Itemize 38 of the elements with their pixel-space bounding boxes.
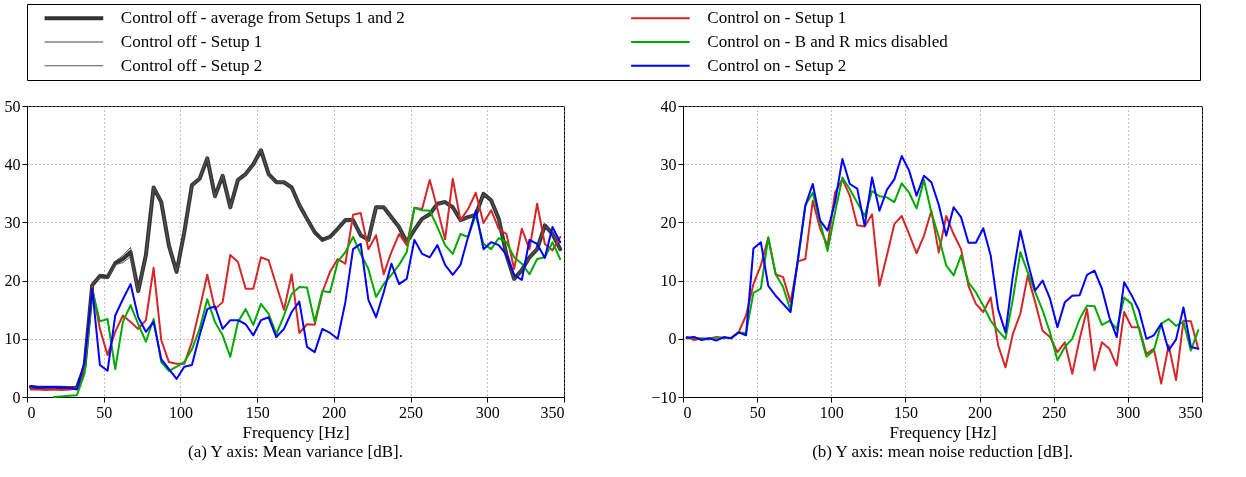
x-axis-title: Frequency [Hz] <box>889 422 997 442</box>
x-axis-title: Frequency [Hz] <box>242 422 350 442</box>
x-tick-label: 150 <box>893 403 918 421</box>
text: (a) Y axis: Mean variance [dB]. <box>188 442 403 461</box>
x-tick-label: 300 <box>475 403 500 421</box>
y-tick-label: 50 <box>4 97 21 115</box>
legend-label: Control on - Setup 2 <box>707 55 847 75</box>
legend-label: Control off - Setup 1 <box>120 32 263 51</box>
x-tick-label: 200 <box>322 403 347 421</box>
y-tick-label: 0 <box>12 388 21 406</box>
x-tick-label: 200 <box>968 403 993 421</box>
y-tick-label: 30 <box>4 213 21 231</box>
legend-label: Control off - average from Setups 1 and 2 <box>120 8 405 28</box>
x-tick-label: 100 <box>168 403 193 421</box>
y-tick-label: 20 <box>4 272 21 290</box>
text: (b) Y axis: mean noise reduction [dB]. <box>812 442 1073 461</box>
legend-label: Control on - Setup 1 <box>707 8 847 28</box>
x-tick-label: 300 <box>1116 403 1141 421</box>
x-tick-label: 250 <box>1042 403 1067 421</box>
y-tick-label: 0 <box>668 330 677 348</box>
x-tick-label: 250 <box>399 403 424 421</box>
x-tick-label: 100 <box>819 403 844 421</box>
y-tick-label: 10 <box>4 330 21 348</box>
x-tick-label: 350 <box>1178 403 1203 421</box>
x-tick-label: 0 <box>683 403 692 421</box>
x-tick-label: 50 <box>96 403 113 421</box>
x-tick-label: 150 <box>245 403 270 421</box>
y-tick-label: 40 <box>660 97 677 115</box>
y-tick-label: −10 <box>651 388 677 406</box>
x-tick-label: 50 <box>749 403 766 421</box>
y-tick-label: 20 <box>660 213 677 231</box>
x-tick-label: 0 <box>27 403 36 421</box>
x-tick-label: 350 <box>540 403 565 421</box>
y-tick-label: 30 <box>660 155 677 173</box>
y-tick-label: 40 <box>4 155 21 173</box>
legend-label: Control on - B and R mics disabled <box>707 32 949 51</box>
y-tick-label: 10 <box>660 272 677 290</box>
legend-label: Control off - Setup 2 <box>120 55 263 75</box>
